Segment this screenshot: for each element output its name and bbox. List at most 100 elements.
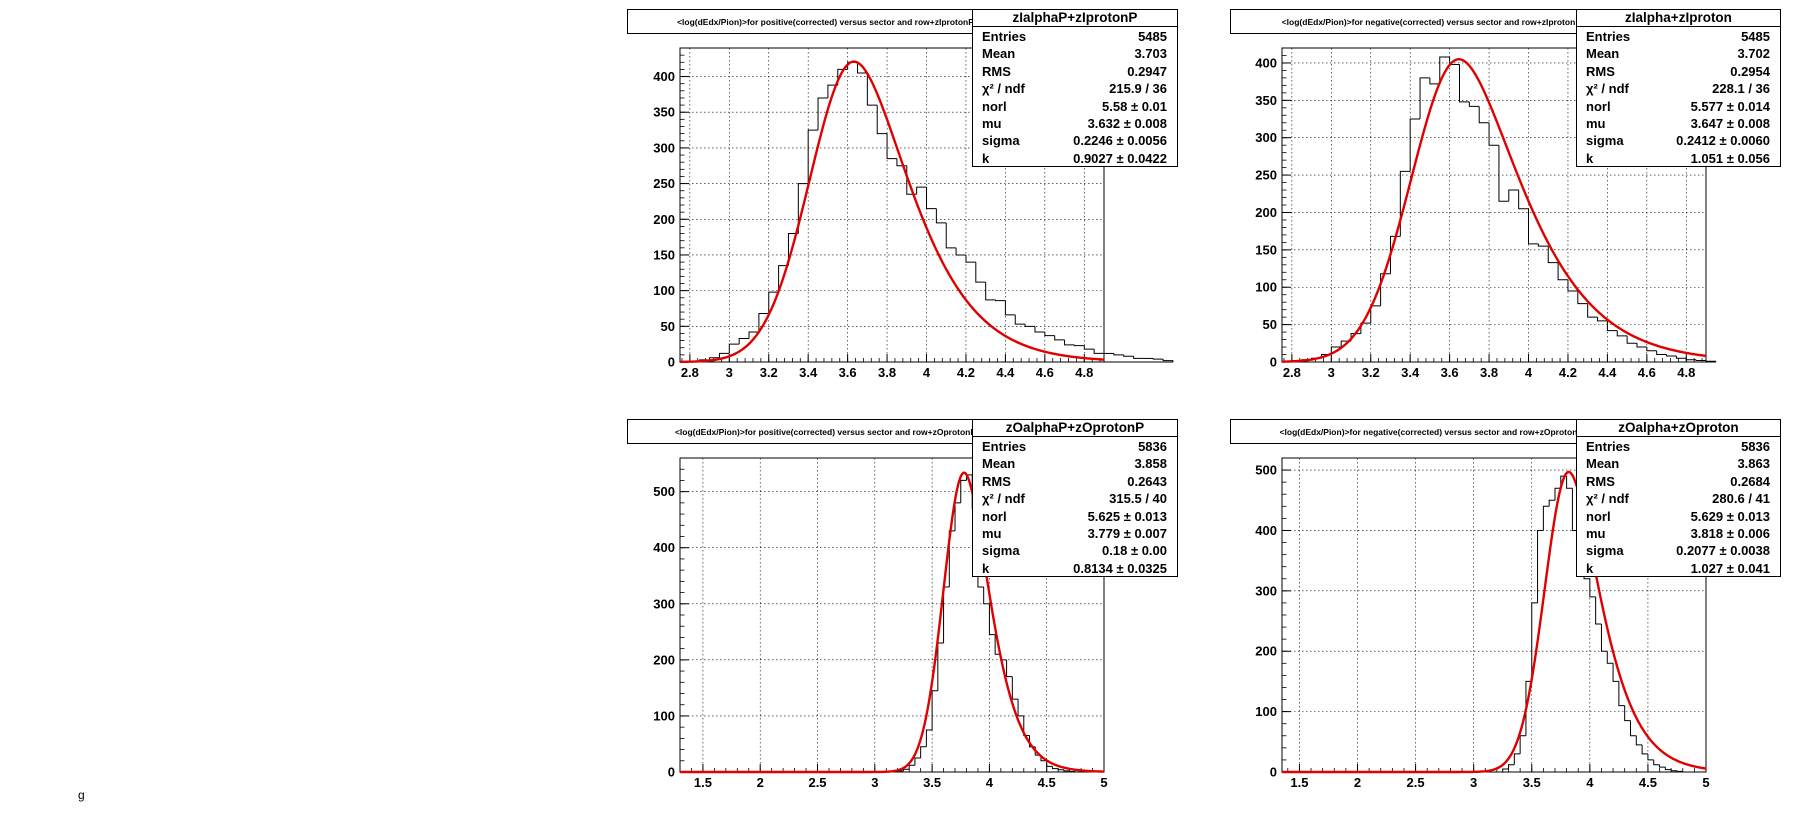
histogram-bin [1063,769,1070,772]
stats-label: norl [1586,98,1611,114]
stats-row: Mean 3.702 [1577,45,1780,62]
y-tick-label: 200 [653,212,675,227]
x-tick-label: 3.2 [1362,365,1380,380]
stats-row: norl 5.629 ± 0.013 [1577,508,1780,525]
histogram-bin [1531,602,1538,682]
stats-row: mu 3.779 ± 0.007 [973,525,1177,542]
x-tick-label: 5 [1702,775,1709,790]
stats-value: 5836 [1138,439,1167,454]
histogram-bin [1641,744,1648,755]
stats-row: RMS 0.2947 [973,63,1177,80]
histogram-bin [960,479,967,503]
stats-value: 1.051 ± 0.056 [1690,150,1770,166]
histogram-bin [1554,487,1561,501]
histogram-bin [1069,770,1076,772]
x-tick-label: 4.8 [1075,365,1093,380]
y-tick-label: 0 [1270,355,1277,370]
x-tick-label: 2.5 [808,775,826,790]
x-tick-label: 3 [871,775,878,790]
x-tick-label: 4 [923,365,931,380]
y-tick-label: 150 [1255,242,1277,257]
histogram-bin [827,84,838,98]
stats-label: k [1586,150,1594,166]
histogram-bin [1616,330,1628,337]
stats-box: zOalphaP+zOprotonP Entries 5836 Mean 3.858 RM… [972,419,1178,577]
histogram-bin [1600,624,1608,652]
histogram-bin [1666,354,1677,357]
histogram-bin [1399,170,1411,237]
x-tick-label: 2 [757,775,764,790]
y-tick-label: 350 [1255,93,1277,108]
histogram-bin [1675,356,1687,359]
stats-value: 3.703 [1134,46,1167,62]
histogram-bin [758,312,769,333]
stats-row: Entries 5836 [1577,438,1780,455]
stats-value: 5836 [1741,439,1770,454]
histogram-bin [1024,324,1035,327]
histogram-bin [778,265,789,293]
stats-value: 0.2643 [1127,473,1167,489]
histogram-bin [1439,56,1450,84]
stats-label: Entries [982,29,1027,44]
histogram-bin [1508,764,1515,769]
histogram-bin [1542,505,1550,531]
stats-value: 1.027 ± 0.041 [1690,560,1770,576]
histogram-bin [718,352,730,358]
stats-value: 0.18 ± 0.00 [1102,543,1167,559]
stats-label: mu [982,116,1002,131]
histogram-bin [1380,273,1391,306]
x-tick-label: 3.8 [878,365,896,380]
stats-label: k [1586,560,1594,576]
stats-row: k 0.9027 ± 0.0422 [973,150,1177,167]
histogram-bin [856,62,868,74]
histogram-bin [1659,764,1666,768]
stats-row: sigma 0.2412 ± 0.0060 [1577,132,1780,149]
stats-label: Entries [982,439,1027,454]
fit-curve [680,471,1105,774]
histogram-bin [1508,189,1519,202]
histogram-bin [1548,499,1555,507]
stats-label: RMS [982,63,1011,79]
stats-value: 3.863 [1737,456,1770,472]
stats-value: 0.9027 ± 0.0422 [1073,150,1167,166]
histogram-bin [1046,760,1053,767]
histogram-bin [1389,235,1401,274]
stats-row: RMS 0.2954 [1577,63,1780,80]
stats-value: 5.58 ± 0.01 [1102,98,1167,114]
histogram-bin [975,262,986,283]
stats-label: mu [1586,526,1606,541]
x-tick-label: 5 [1100,775,1107,790]
histogram-bin [1502,768,1509,772]
stats-row: RMS 0.2643 [973,473,1177,490]
histogram-bin [983,586,990,605]
stats-row: k 1.051 ± 0.056 [1577,150,1780,167]
y-tick-label: 100 [1255,280,1277,295]
histogram-bin [948,530,956,587]
stats-row: k 1.027 ± 0.041 [1577,560,1780,577]
y-tick-label: 400 [1255,523,1277,538]
histogram-bin [1670,769,1677,772]
stats-label: k [982,560,990,576]
stats-value: 3.779 ± 0.007 [1087,526,1167,541]
histogram-bin [926,187,937,210]
stats-label: χ² / ndf [982,491,1025,507]
histogram-bin [1547,246,1559,264]
stats-title: zOalphaP+zOprotonP [973,420,1177,437]
y-tick-label: 200 [1255,205,1277,220]
histogram-bin [1044,332,1055,337]
stats-row: χ² / ndf 315.5 / 40 [973,490,1177,507]
x-tick-label: 1.5 [1290,775,1308,790]
histogram-bin [1705,360,1716,362]
stats-value: 5485 [1138,29,1167,44]
stats-value: 0.2954 [1730,63,1770,79]
stats-value: 0.8134 ± 0.0325 [1073,560,1167,576]
y-tick-label: 400 [653,69,675,84]
histogram-bin [1612,663,1619,682]
stats-row: Entries 5485 [1577,28,1780,45]
x-tick-label: 4.4 [1598,365,1617,380]
y-tick-label: 250 [653,176,675,191]
histogram-bin [1597,317,1608,322]
stats-value: 228.1 / 36 [1712,81,1770,97]
histogram-bin [1004,300,1016,316]
x-tick-label: 3.8 [1480,365,1498,380]
